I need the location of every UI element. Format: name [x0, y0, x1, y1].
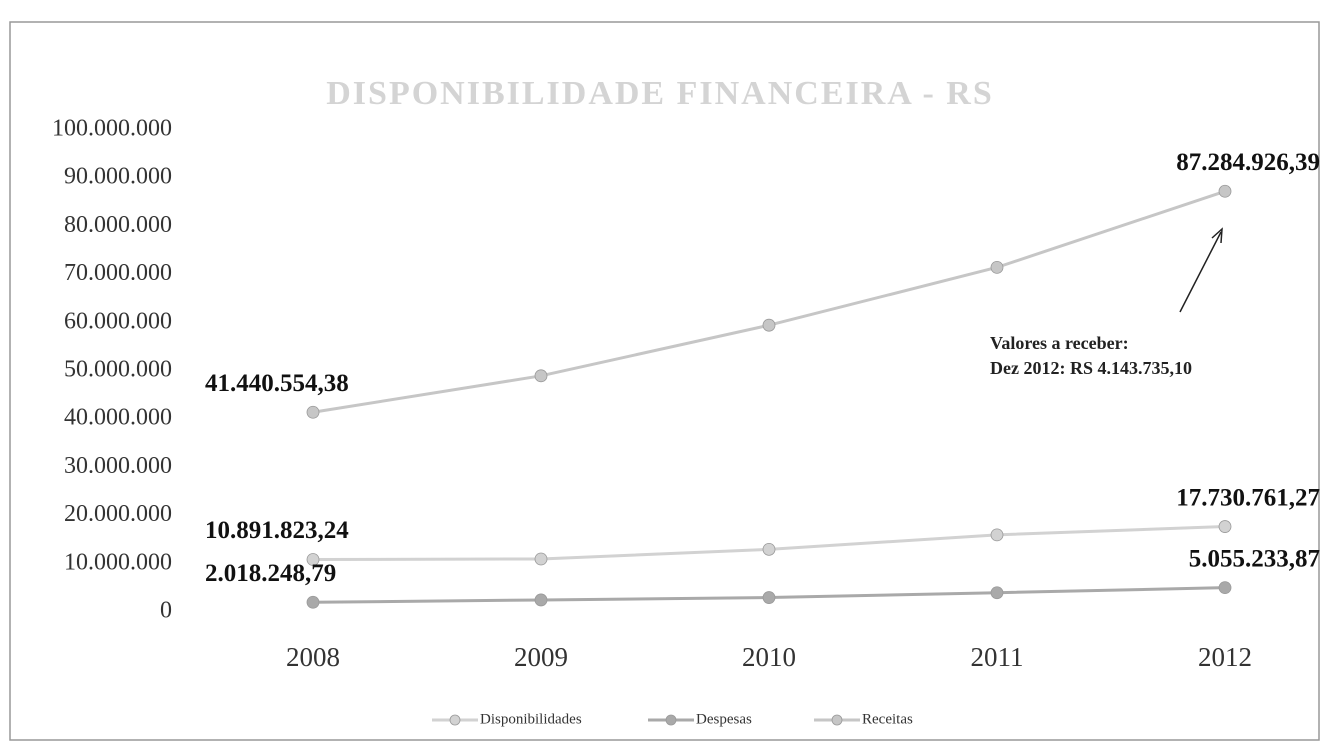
annotation: Dez 2012: RS 4.143.735,10 [990, 358, 1192, 378]
data-label: 5.055.233,87 [1189, 545, 1320, 572]
point [1218, 184, 1232, 198]
y-tick-label: 0 [160, 598, 172, 624]
point [534, 593, 548, 607]
point [762, 591, 776, 604]
y-tick-label: 80.000.000 [64, 212, 172, 238]
y-tick-label: 70.000.000 [64, 260, 172, 286]
data-label: 17.730.761,27 [1176, 484, 1320, 511]
y-tick-label: 10.000.000 [64, 549, 172, 575]
data-label: 2.018.248,79 [205, 560, 336, 587]
y-tick-label: 30.000.000 [64, 453, 172, 479]
x-tick-label: 2009 [514, 642, 568, 672]
point [534, 552, 548, 566]
legend-label: Disponibilidades [480, 711, 582, 727]
chart-border [9, 21, 1320, 741]
x-tick-label: 2008 [286, 642, 340, 672]
data-label: 41.440.554,38 [205, 370, 349, 397]
point [1218, 581, 1232, 595]
point [762, 318, 776, 332]
point [990, 260, 1004, 274]
data-label: 87.284.926,39 [1176, 149, 1320, 176]
y-tick-label: 20.000.000 [64, 501, 172, 527]
x-tick-label: 2011 [971, 642, 1024, 672]
y-tick-label: 40.000.000 [64, 405, 172, 431]
annotation-arrow-head [1211, 227, 1223, 244]
chart-title: DISPONIBILIDADE FINANCEIRA - RS [326, 75, 994, 112]
x-tick-label: 2012 [1198, 642, 1252, 672]
legend-marker [831, 714, 843, 726]
legend-marker [449, 714, 461, 726]
x-tick-label: 2010 [742, 642, 796, 672]
data-label: 10.891.823,24 [205, 517, 349, 544]
series-line [312, 189, 1226, 414]
point [1218, 520, 1232, 533]
annotation: Valores a receber: [990, 333, 1129, 353]
point [990, 528, 1004, 542]
point [306, 405, 320, 419]
annotation-arrow [1179, 231, 1222, 313]
y-tick-label: 60.000.000 [64, 308, 172, 334]
legend-label: Despesas [696, 711, 752, 727]
y-tick-label: 90.000.000 [64, 164, 172, 190]
point [762, 542, 776, 556]
point [306, 595, 320, 609]
legend-marker [665, 714, 677, 726]
point [990, 586, 1004, 600]
point [534, 369, 548, 383]
y-tick-label: 50.000.000 [64, 357, 172, 383]
y-tick-label: 100.000.000 [52, 116, 172, 142]
legend-label: Receitas [862, 711, 913, 727]
point [306, 553, 320, 566]
